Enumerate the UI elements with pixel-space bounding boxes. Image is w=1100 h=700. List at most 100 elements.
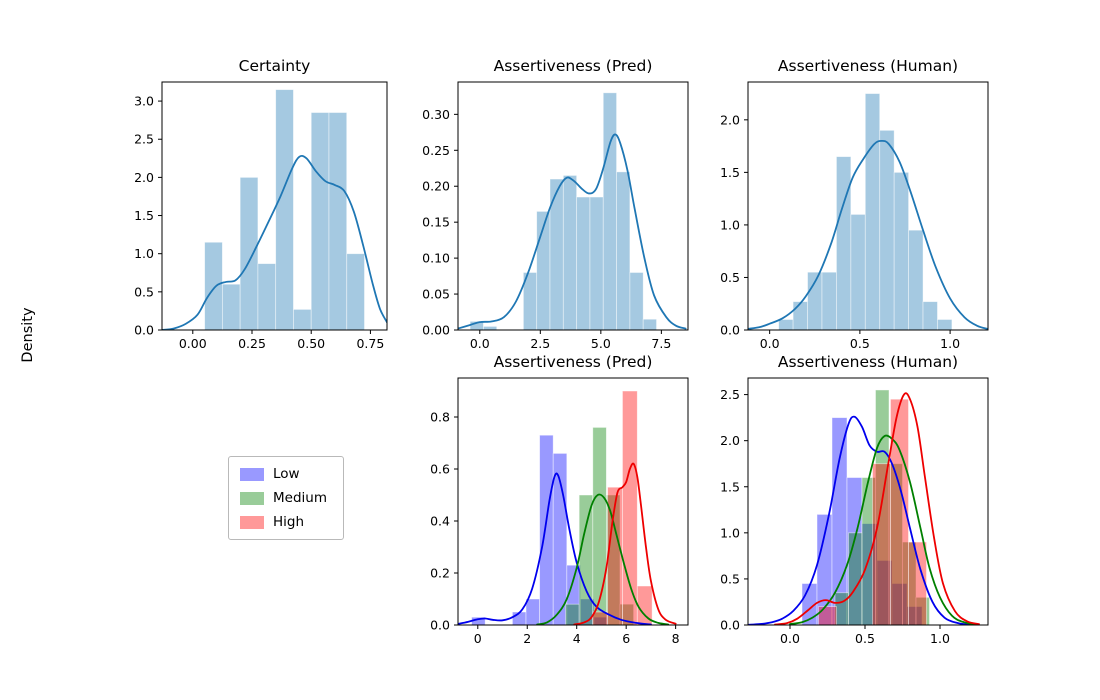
histogram-bar (328, 112, 348, 330)
chart-certainty: 0.00 0.25 0.50 0.75 0.0 0.5 1.0 1.5 2.0 2.5 3.0 Cer… (102, 52, 395, 369)
histogram-bar (890, 398, 909, 625)
y-axis: 0.0 0.5 1.0 1.5 2.0 (720, 112, 748, 338)
histogram-bar (891, 583, 908, 625)
histogram-bar (592, 427, 607, 625)
chart-svg: 0.0 0.5 1.0 0.0 0.5 1.0 1.5 2.0 Assertiveness (H… (720, 57, 989, 351)
kde-curve-high (573, 462, 677, 625)
histogram-bars-high (818, 398, 927, 625)
histogram-bar (483, 326, 498, 330)
chart-svg: 0.0 2.5 5.0 7.5 0.00 0.05 0.10 0.15 0.20 0.25 0.30… (422, 57, 689, 351)
x-axis: 0.00 0.25 0.50 0.75 (179, 330, 384, 351)
x-tick-label: 0 (474, 631, 482, 646)
y-axis: 0.0 0.5 1.0 1.5 2.0 2.5 3.0 (134, 94, 162, 338)
y-tick-label: 1.0 (720, 217, 740, 232)
histogram-bar (310, 112, 330, 330)
y-tick-label: 2.0 (720, 433, 740, 448)
histogram-bar (792, 301, 808, 330)
y-tick-label: 1.5 (720, 165, 740, 180)
y-tick-label: 0.00 (422, 323, 450, 338)
x-tick-label: 0.0 (760, 336, 780, 351)
legend-swatch-medium (240, 491, 264, 505)
y-tick-label: 0.0 (430, 618, 450, 633)
x-tick-label: 0.25 (238, 336, 266, 351)
plot-area (748, 93, 988, 330)
histogram-bar (864, 93, 881, 330)
axes-box (747, 81, 989, 331)
legend-label-medium: Medium (273, 490, 327, 506)
histogram-bar (893, 171, 910, 330)
histogram-bar (937, 319, 953, 330)
legend-label-high: High (273, 514, 305, 530)
histogram-bar (539, 434, 554, 625)
histogram-bar (834, 592, 849, 625)
x-tick-label: 0.75 (356, 336, 384, 351)
axes-box (747, 377, 989, 626)
y-tick-label: 2.5 (134, 132, 154, 147)
histogram-bar (589, 196, 604, 330)
histogram-bar (562, 175, 578, 330)
y-tick-label: 0.6 (430, 462, 450, 477)
y-tick-label: 0.15 (422, 215, 450, 230)
y-tick-label: 0.4 (430, 514, 450, 529)
histogram-bar (525, 598, 541, 625)
histogram-bar (565, 603, 580, 625)
y-tick-label: 3.0 (134, 94, 154, 109)
x-tick-label: 1.0 (940, 336, 960, 351)
y-tick-label: 0.20 (422, 179, 450, 194)
histogram-bar (629, 272, 644, 330)
x-tick-label: 7.5 (651, 336, 671, 351)
legend-swatch-low (240, 467, 264, 481)
x-tick-label: 8 (672, 631, 680, 646)
chart-title: Assertiveness (Human) (778, 353, 958, 371)
chart-svg: 0.00 0.25 0.50 0.75 0.0 0.5 1.0 1.5 2.0 2.5 3.0 Cer… (134, 57, 388, 351)
chart-svg: 0.0 0.5 1.0 0.0 0.5 1.0 1.5 2.0 2.5 Assertiveness… (720, 353, 989, 646)
y-tick-label: 1.0 (720, 525, 740, 540)
chart-title: Assertiveness (Pred) (494, 353, 653, 371)
y-tick-label: 0.30 (422, 107, 450, 122)
histogram-bar (602, 92, 617, 330)
y-tick-label: 0.2 (430, 566, 450, 581)
y-tick-label: 1.5 (720, 479, 740, 494)
x-axis: 0.0 0.5 1.0 (760, 330, 960, 351)
y-tick-label: 2.5 (720, 387, 740, 402)
y-tick-label: 0.25 (422, 143, 450, 158)
kde-curve-low (458, 472, 652, 625)
histogram-bar (293, 308, 312, 330)
histogram-bar (578, 494, 594, 625)
y-tick-label: 0.10 (422, 251, 450, 266)
histogram-bar (576, 196, 591, 330)
kde-curve-certainty (162, 155, 387, 330)
plot-area (458, 390, 677, 625)
x-axis: 0.0 0.5 1.0 (780, 625, 950, 646)
x-tick-label: 0.5 (850, 336, 870, 351)
x-tick-label: 0.0 (470, 336, 490, 351)
legend-label-low: Low (273, 466, 300, 482)
histogram-bar (778, 319, 794, 330)
legend-item-high: High (240, 514, 327, 530)
x-tick-label: 0.5 (855, 631, 875, 646)
histogram-bar (821, 271, 837, 330)
y-tick-label: 2.0 (720, 112, 740, 127)
legend-swatch-high (240, 515, 264, 529)
histogram-bar (879, 129, 895, 330)
chart-assertiveness-pred-bottom: 0 2 4 6 8 0.0 0.2 0.4 0.6 0.8 Assertiveness (Pred) (398, 348, 696, 664)
x-tick-label: 1.0 (930, 631, 950, 646)
histogram-bar (275, 89, 294, 330)
y-tick-label: 0.0 (134, 323, 154, 338)
histogram-bar (346, 253, 365, 330)
x-tick-label: 2 (523, 631, 531, 646)
kde-curve-high (774, 392, 980, 625)
kde-curve-assertiveness (748, 139, 988, 330)
x-tick-label: 0.00 (179, 336, 207, 351)
histogram-bars-assertiveness (469, 92, 657, 330)
figure-ylabel: Density (20, 307, 36, 363)
histogram-bar (908, 541, 927, 625)
kde-curve-assertiveness (458, 133, 687, 330)
legend: Low Medium High (228, 456, 344, 540)
histogram-bar (908, 229, 924, 330)
histogram-bars-certainty (204, 89, 365, 330)
x-tick-label: 2.5 (530, 336, 550, 351)
y-axis: 0.00 0.05 0.10 0.15 0.20 0.25 0.30 (422, 107, 458, 338)
y-tick-label: 2.0 (134, 170, 154, 185)
x-axis: 0.0 2.5 5.0 7.5 (470, 330, 671, 351)
